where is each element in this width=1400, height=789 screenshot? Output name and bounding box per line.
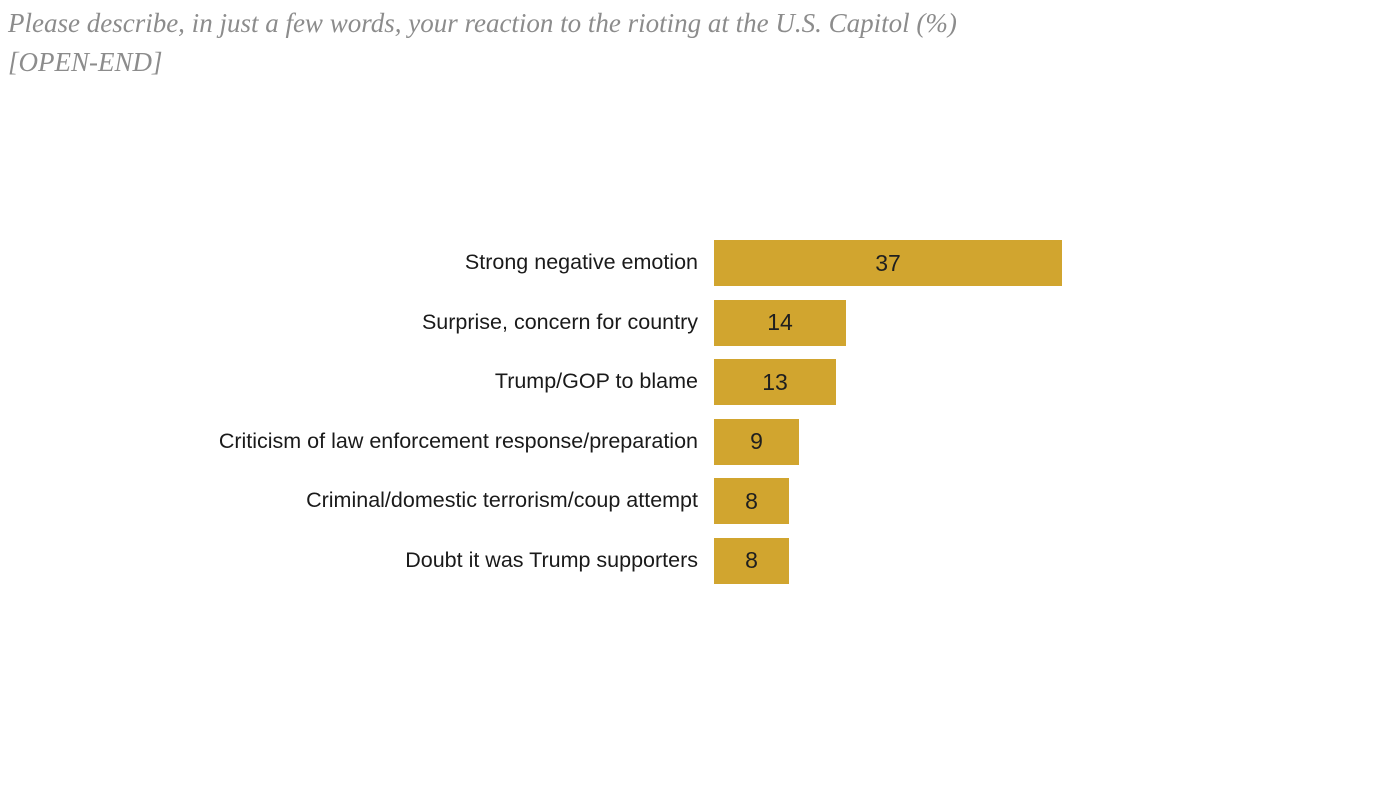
bar-value-label: 8 <box>745 487 758 514</box>
chart-title: Please describe, in just a few words, yo… <box>8 8 957 78</box>
bar-row: Doubt it was Trump supporters 8 <box>0 537 1400 584</box>
category-label: Trump/GOP to blame <box>494 369 698 394</box>
category-label: Criticism of law enforcement response/pr… <box>218 428 698 453</box>
bar-row: Trump/GOP to blame 13 <box>0 359 1400 405</box>
bar-chart: Strong negative emotion 37 Surprise, conce… <box>0 240 1400 597</box>
bar: 14 <box>714 299 846 346</box>
bar-row: Strong negative emotion 37 <box>0 240 1400 286</box>
category-label: Doubt it was Trump supporters <box>405 547 698 572</box>
bar-value-label: 14 <box>767 309 793 335</box>
category-label: Strong negative emotion <box>464 250 698 275</box>
bar-value-label: 8 <box>745 547 758 573</box>
bar-row: Criticism of law enforcement response/pr… <box>0 418 1400 465</box>
bar-value-label: 13 <box>762 368 788 395</box>
category-label: Criminal/domestic terrorism/coup attempt <box>306 488 698 513</box>
bar-value-label: 37 <box>875 249 901 276</box>
bar-row: Criminal/domestic terrorism/coup attempt… <box>0 478 1400 524</box>
bar-value-label: 9 <box>750 428 763 454</box>
category-label: Surprise, concern for country <box>421 309 698 334</box>
bar: 8 <box>714 478 789 524</box>
bar: 13 <box>714 359 836 405</box>
bar: 37 <box>714 240 1062 286</box>
bar: 8 <box>714 537 789 584</box>
bar-row: Surprise, concern for country 14 <box>0 299 1400 346</box>
bar: 9 <box>714 418 799 465</box>
